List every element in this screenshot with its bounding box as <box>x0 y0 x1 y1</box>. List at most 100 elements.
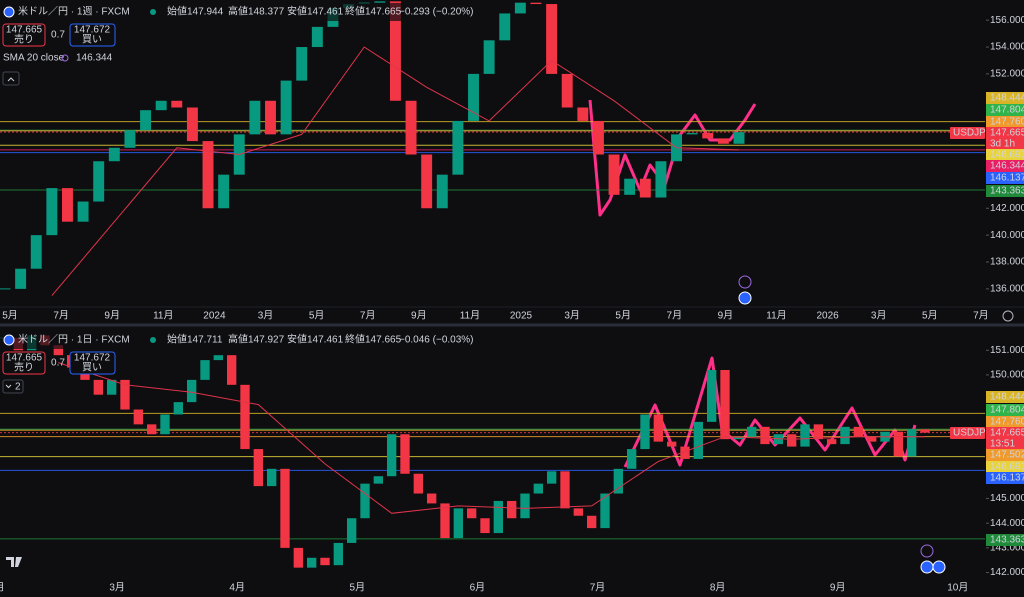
x-tick-label: 10月 <box>947 582 968 594</box>
market-status <box>150 337 156 343</box>
candle <box>436 174 448 209</box>
x-tick-label: 11月 <box>460 310 480 322</box>
price-tag-label: 148.444 <box>990 93 1024 104</box>
candle <box>307 557 317 568</box>
price-tag-label: 147.760 <box>990 117 1024 128</box>
candle <box>155 100 167 111</box>
x-tick-label: 7月 <box>667 310 683 322</box>
x-tick-label: 2月 <box>0 582 5 594</box>
candle <box>440 503 450 538</box>
candle <box>840 426 850 445</box>
ohlc-value: 147.461 <box>307 335 344 346</box>
x-tick-label: 3月 <box>258 310 274 322</box>
y-tick-label: 156.000 <box>990 15 1024 26</box>
candle <box>387 434 397 477</box>
candle <box>140 110 152 131</box>
x-tick-label: 3月 <box>564 310 580 322</box>
candle <box>493 500 503 534</box>
ohlc-value: 147.461 <box>307 7 344 18</box>
price-tag-label: 147.760 <box>990 417 1024 428</box>
candle <box>747 426 757 437</box>
price-tag-label: 146.137 <box>990 173 1024 184</box>
event-icon[interactable] <box>738 275 752 289</box>
ohlc-value: 147.711 <box>187 335 223 346</box>
x-tick-label: 7月 <box>590 582 606 594</box>
candle <box>717 138 729 144</box>
spread: 0.7 <box>51 358 65 369</box>
price-tag <box>986 427 1024 450</box>
candle <box>240 384 250 450</box>
x-tick-label: 5月 <box>309 310 325 322</box>
ohlc-label: 終値 <box>345 333 365 346</box>
buy-button[interactable] <box>69 351 116 375</box>
candle <box>483 40 495 74</box>
candle <box>108 147 120 162</box>
price-tag <box>986 160 1024 172</box>
candle <box>253 449 263 487</box>
indicator-value: 146.344 <box>76 53 113 64</box>
candle <box>592 120 604 155</box>
y-tick-label: 138.000 <box>990 257 1024 268</box>
candle <box>827 439 837 445</box>
candle <box>533 483 543 494</box>
x-tick-label: 4月 <box>229 582 245 594</box>
price-tag-label: 146.693 <box>990 150 1024 161</box>
x-tick-label: 2026 <box>816 311 839 322</box>
candle <box>600 493 610 529</box>
sell-button[interactable] <box>2 351 46 375</box>
price-tag-label: 143.363 <box>990 535 1024 546</box>
symbol-tag <box>950 127 985 139</box>
header-bg <box>0 3 440 21</box>
candle <box>468 73 479 121</box>
event-flag[interactable] <box>738 291 752 305</box>
ohlc-label: 高値 <box>228 333 248 346</box>
candle <box>560 471 570 509</box>
candle <box>686 133 698 135</box>
candle <box>639 178 651 198</box>
y-tick-label: 152.000 <box>990 69 1024 80</box>
candle <box>608 154 620 195</box>
settings-button[interactable] <box>1002 310 1014 322</box>
expand-glyph <box>5 384 12 389</box>
candle <box>320 557 330 566</box>
candle <box>187 379 197 403</box>
x-tick-label: 5月 <box>350 582 366 594</box>
x-tick-label: 3月 <box>109 582 125 594</box>
event-flag[interactable] <box>932 560 946 574</box>
x-tick-label: 8月 <box>710 582 726 594</box>
candle <box>693 421 703 459</box>
symbol-title: 米ドル／円 · 1日 · FXCM <box>18 333 130 346</box>
expand-button[interactable] <box>2 379 24 394</box>
candle <box>405 100 417 155</box>
collapse-button[interactable] <box>2 71 20 86</box>
candle <box>267 468 277 487</box>
y-tick-label: 154.000 <box>990 42 1024 53</box>
candle <box>720 370 730 440</box>
candle <box>920 429 930 433</box>
candle <box>480 518 490 534</box>
candle <box>707 370 717 422</box>
candle <box>800 424 810 447</box>
candle <box>520 493 530 519</box>
candle <box>760 426 770 445</box>
event-flag[interactable] <box>920 560 934 574</box>
sma-line <box>58 362 925 514</box>
sell-button[interactable] <box>2 23 46 47</box>
countdown: 3d 1h <box>990 139 1015 150</box>
candle <box>186 107 198 142</box>
price-tag <box>986 185 1024 197</box>
event-icon[interactable] <box>920 544 934 558</box>
ohlc-value: 147.944 <box>187 7 224 18</box>
x-tick-label: 11月 <box>766 310 786 322</box>
y-tick-label: 145.000 <box>990 493 1024 504</box>
buy-price: 147.672 <box>74 25 111 36</box>
candle <box>373 476 383 484</box>
ohlc-value: 148.377 <box>248 7 285 18</box>
candle <box>813 424 823 440</box>
ohlc-label: 終値 <box>345 5 365 18</box>
logo <box>6 557 22 567</box>
buy-button[interactable] <box>69 23 116 47</box>
